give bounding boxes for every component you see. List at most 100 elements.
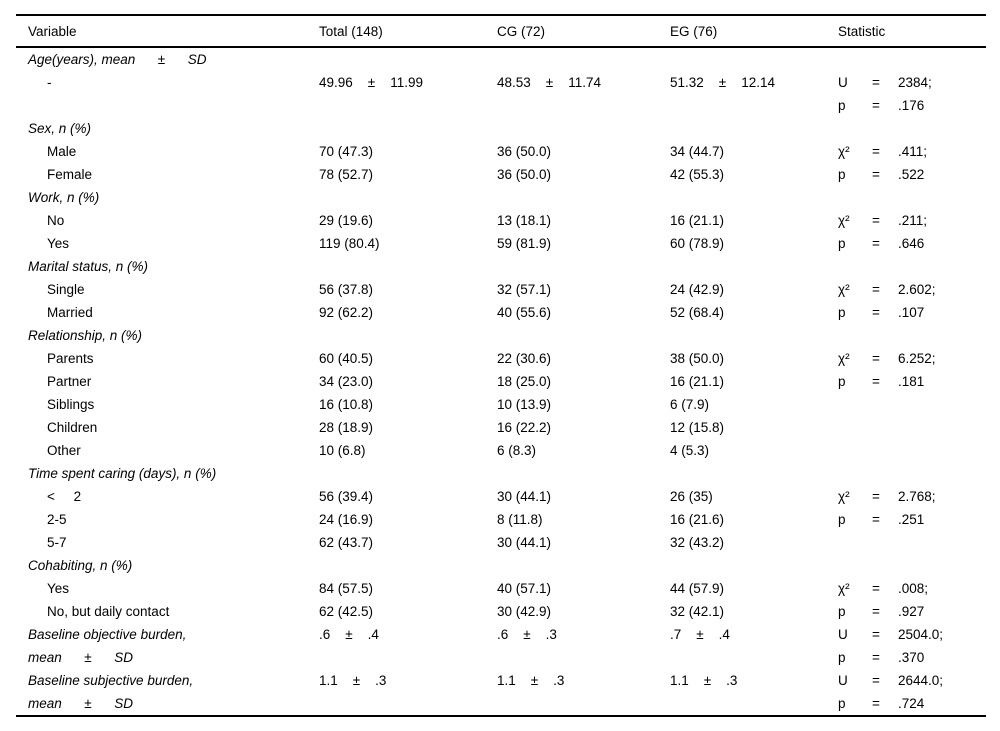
statistic-symbol: p <box>838 512 846 527</box>
variable-cell: Children <box>16 416 319 439</box>
statistic-equals-sign: = <box>872 282 880 297</box>
cg-cell <box>497 48 670 71</box>
statistic-equals-sign: = <box>872 236 880 251</box>
cg-cell <box>497 692 670 715</box>
variable-cell: Yes <box>16 232 319 255</box>
statistic-cell: p = .522 <box>838 163 986 186</box>
cg-cell: 10 (13.9) <box>497 397 552 412</box>
statistic-symbol: p <box>838 374 846 389</box>
top-rule <box>16 14 986 16</box>
cg-cell: .6 ± .3 <box>497 627 557 642</box>
variable-label: Cohabiting, n (%) <box>28 558 133 573</box>
variable-label: Parents <box>47 351 94 366</box>
total-cell: 62 (42.5) <box>319 604 374 619</box>
total-cell <box>319 554 497 577</box>
bottom-rule <box>16 715 986 717</box>
column-header-total: Total (148) <box>319 23 383 39</box>
eg-cell <box>670 692 838 715</box>
total-cell <box>319 692 497 715</box>
cg-cell: 22 (30.6) <box>497 351 552 366</box>
statistic-cell <box>838 186 986 209</box>
total-cell: 84 (57.5) <box>319 581 374 596</box>
statistic-equals-sign: = <box>872 144 880 159</box>
total-cell: 92 (62.2) <box>319 305 374 320</box>
cg-cell: 48.53 ± 11.74 <box>497 75 601 90</box>
table-row: Yes 84 (57.5) 40 (57.1) 44 (57.9) χ² = .00… <box>16 577 986 600</box>
statistic-value: .181 <box>898 374 925 389</box>
table-row: mean ± SD p = .724 <box>16 692 986 715</box>
statistic-equals-sign: = <box>872 581 880 596</box>
variable-cell: mean ± SD <box>16 692 319 715</box>
variable-label: Time spent caring (days), n (%) <box>28 466 217 481</box>
table-row: Other 10 (6.8) 6 (8.3) 4 (5.3) <box>16 439 986 462</box>
total-cell: 49.96 ± 11.99 <box>319 75 423 90</box>
total-cell: 16 (10.8) <box>319 397 374 412</box>
total-cell: 119 (80.4) <box>319 236 380 251</box>
variable-cell: mean ± SD <box>16 646 319 669</box>
variable-cell: Cohabiting, n (%) <box>16 554 319 577</box>
cg-cell <box>497 94 670 117</box>
total-cell <box>319 94 497 117</box>
statistic-value: .411; <box>898 144 928 159</box>
eg-cell: 16 (21.6) <box>670 512 725 527</box>
statistic-value: .927 <box>898 604 925 619</box>
statistic-value: 6.252; <box>898 351 936 366</box>
variable-label: Partner <box>47 374 92 389</box>
statistic-value: 2504.0; <box>898 627 944 642</box>
statistic-cell: χ² = 2.602; <box>838 278 986 301</box>
statistic-cell: U = 2384; <box>838 71 986 94</box>
variable-cell: Other <box>16 439 319 462</box>
total-cell <box>319 462 497 485</box>
statistic-symbol: p <box>838 604 846 619</box>
total-cell: 28 (18.9) <box>319 420 374 435</box>
cg-cell: 32 (57.1) <box>497 282 552 297</box>
variable-label: 2-5 <box>47 512 67 527</box>
variable-cell <box>16 94 319 117</box>
variable-label: Married <box>47 305 93 320</box>
eg-cell: 34 (44.7) <box>670 144 725 159</box>
eg-cell: 16 (21.1) <box>670 374 725 389</box>
statistic-equals-sign: = <box>872 604 880 619</box>
cg-cell: 40 (55.6) <box>497 305 552 320</box>
statistic-symbol: χ² <box>838 581 850 596</box>
table-row: Relationship, n (%) <box>16 324 986 347</box>
cg-cell: 40 (57.1) <box>497 581 552 596</box>
column-header-statistic: Statistic <box>838 23 886 39</box>
total-cell: 62 (43.7) <box>319 535 374 550</box>
statistic-value: .646 <box>898 236 925 251</box>
cg-cell: 13 (18.1) <box>497 213 552 228</box>
statistic-cell: p = .181 <box>838 370 986 393</box>
statistic-equals-sign: = <box>872 374 880 389</box>
variable-cell: Age(years), mean ± SD <box>16 48 319 71</box>
eg-cell: 32 (43.2) <box>670 535 725 550</box>
variable-cell: < 2 <box>16 485 319 508</box>
table-body: Age(years), mean ± SD - 49.96 ± 11.99 48… <box>16 48 986 715</box>
eg-cell: 12 (15.8) <box>670 420 725 435</box>
total-cell: 24 (16.9) <box>319 512 374 527</box>
table-row: Baseline objective burden, .6 ± .4 .6 ± … <box>16 623 986 646</box>
cg-cell: 30 (44.1) <box>497 489 552 504</box>
statistic-equals-sign: = <box>872 489 880 504</box>
eg-cell <box>670 255 838 278</box>
statistic-value: .008; <box>898 581 929 596</box>
column-header-cg: CG (72) <box>497 23 546 39</box>
variable-label: Marital status, n (%) <box>28 259 149 274</box>
eg-cell: 16 (21.1) <box>670 213 725 228</box>
eg-cell: .7 ± .4 <box>670 627 730 642</box>
table-row: Age(years), mean ± SD <box>16 48 986 71</box>
statistic-value: .522 <box>898 167 925 182</box>
table-row: Male 70 (47.3) 36 (50.0) 34 (44.7) χ² = .4… <box>16 140 986 163</box>
variable-label: 5-7 <box>47 535 67 550</box>
table-row: Sex, n (%) <box>16 117 986 140</box>
table-row: No 29 (19.6) 13 (18.1) 16 (21.1) χ² = .211… <box>16 209 986 232</box>
table-row: Parents 60 (40.5) 22 (30.6) 38 (50.0) χ²… <box>16 347 986 370</box>
statistic-equals-sign: = <box>872 213 880 228</box>
eg-cell: 38 (50.0) <box>670 351 725 366</box>
variable-cell: Baseline subjective burden, <box>16 669 319 692</box>
cg-cell: 36 (50.0) <box>497 167 552 182</box>
variable-label: Baseline objective burden, <box>28 627 187 642</box>
eg-cell: 52 (68.4) <box>670 305 725 320</box>
table-header-row: Variable Total (148) CG (72) EG (76) Sta… <box>16 16 986 46</box>
cg-cell <box>497 186 670 209</box>
variable-label: Baseline subjective burden, <box>28 673 194 688</box>
